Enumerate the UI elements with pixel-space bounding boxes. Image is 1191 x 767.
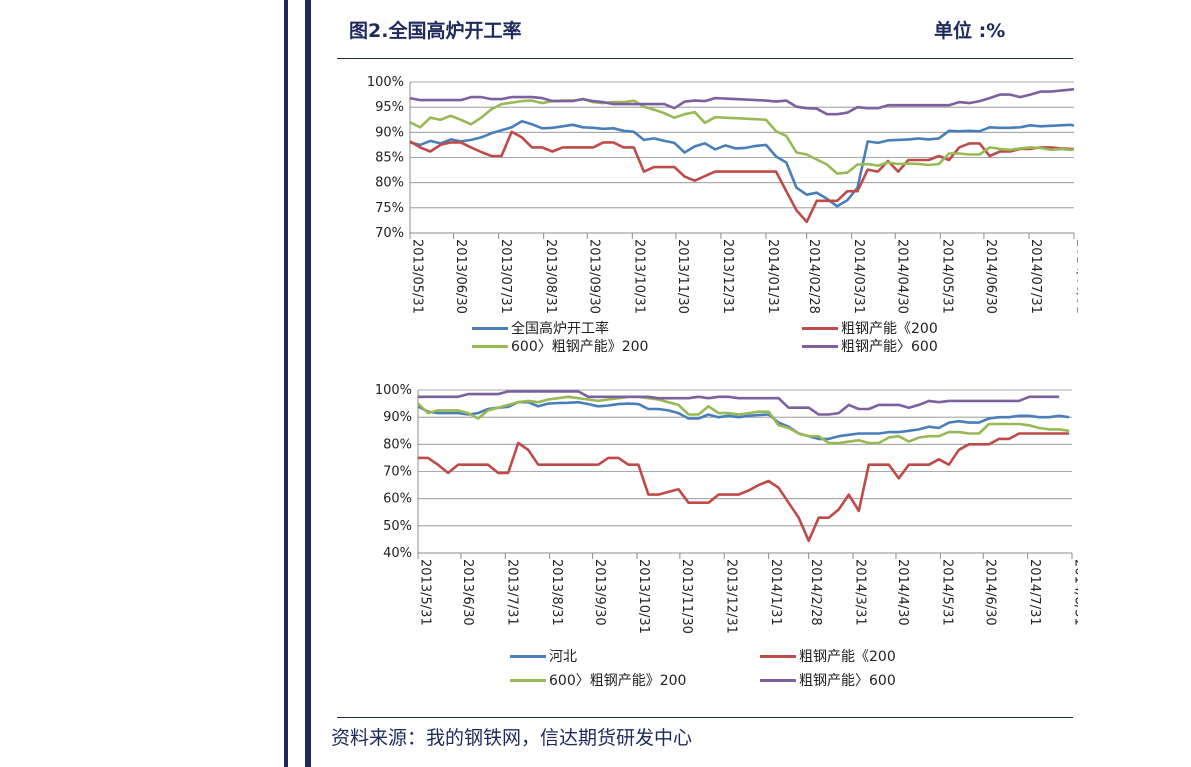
x-tick-label: 2013/12/31 [723,559,738,634]
x-tick-label: 2013/06/30 [453,239,468,314]
series-line-3 [418,397,1069,443]
chart-2-legend: 河北 粗钢产能《200 600〉粗钢产能》200 粗钢产能〉600 [348,642,1078,694]
legend-swatch [760,679,796,682]
unit-label: 单位 :% [934,16,1005,43]
x-tick-label: 2013/9/30 [592,559,607,626]
left-frame-bar-thin [284,0,288,767]
x-tick-label: 2014/02/28 [806,239,821,314]
y-tick-label: 95% [375,100,404,115]
legend-label: 粗钢产能《200 [799,646,896,666]
series-line-2 [418,434,1069,541]
legend-label: 600〉粗钢产能》200 [511,336,648,356]
y-tick-label: 100% [375,383,412,398]
title-divider [337,58,1073,59]
x-tick-label: 2013/10/31 [636,559,651,634]
x-tick-label: 2013/6/30 [460,559,475,626]
legend-swatch [760,655,796,658]
y-tick-label: 75% [375,201,404,216]
legend-item: 粗钢产能《200 [760,646,896,666]
x-tick-label: 2014/8/31 [1071,559,1078,626]
y-tick-label: 40% [383,546,412,561]
legend-item: 粗钢产能《200 [802,318,938,338]
x-tick-label: 2014/03/31 [851,239,866,314]
legend-item: 河北 [510,646,577,666]
x-tick-label: 2014/07/31 [1028,239,1043,314]
legend-swatch [802,327,838,330]
y-tick-label: 80% [383,437,412,452]
legend-swatch [472,327,508,330]
x-tick-label: 2014/3/31 [852,559,867,626]
legend-swatch [472,345,508,348]
y-tick-label: 60% [383,492,412,507]
legend-item: 粗钢产能〉600 [760,670,896,690]
legend-label: 全国高炉开工率 [511,318,609,338]
legend-item: 粗钢产能〉600 [802,336,938,356]
chart-1-svg: 70% 75% 80% 85% 90% 95% 100% 2013/05/31 2013/06/… [348,66,1078,316]
legend-label: 600〉粗钢产能》200 [549,670,686,690]
x-tick-label: 2013/7/31 [505,559,520,626]
x-tick-label: 2013/12/31 [720,239,735,314]
legend-label: 粗钢产能〉600 [799,670,896,690]
legend-item: 全国高炉开工率 [472,318,609,338]
legend-label: 粗钢产能〉600 [841,336,938,356]
footer-divider [337,717,1073,718]
y-tick-label: 50% [383,519,412,534]
legend-label: 河北 [549,646,577,666]
legend-item: 600〉粗钢产能》200 [472,336,648,356]
legend-item: 600〉粗钢产能》200 [510,670,686,690]
x-tick-label: 2014/7/31 [1027,559,1042,626]
x-tick-label: 2014/08/31 [1073,239,1078,314]
x-tick-label: 2014/05/31 [940,239,955,314]
x-tick-label: 2013/05/31 [409,239,424,314]
figure-title: 图2.全国高炉开工率 [349,16,521,43]
x-tick-label: 2013/5/31 [417,559,432,626]
chart-hebei-blast-furnace: 40% 50% 60% 70% 80% 90% 100% 2013/5/31 2013/6/30… [348,372,1078,694]
x-tick-label: 2014/1/31 [768,559,783,626]
left-frame-bar-thick [305,0,311,767]
legend-swatch [510,655,546,658]
x-tick-label: 2013/11/30 [675,239,690,314]
x-tick-label: 2014/6/30 [983,559,998,626]
legend-label: 粗钢产能《200 [841,318,938,338]
x-tick-label: 2014/4/30 [895,559,910,626]
x-tick-label: 2013/8/31 [549,559,564,626]
x-tick-label: 2014/2/28 [808,559,823,626]
x-tick-label: 2013/09/30 [587,239,602,314]
x-tick-label: 2014/01/31 [765,239,780,314]
x-tick-label: 2014/04/30 [895,239,910,314]
y-tick-label: 70% [383,465,412,480]
x-tick-label: 2013/11/30 [679,559,694,634]
chart-1-legend: 全国高炉开工率 粗钢产能《200 600〉粗钢产能》200 粗钢产能〉600 [348,316,1078,362]
y-tick-label: 80% [375,176,404,191]
y-tick-label: 90% [375,125,404,140]
x-tick-label: 2014/06/30 [983,239,998,314]
x-tick-label: 2014/5/31 [940,559,955,626]
y-tick-label: 100% [367,75,404,90]
legend-swatch [802,345,838,348]
series-line-2 [410,132,1074,222]
data-source: 资料来源：我的钢铁网，信达期货研发中心 [331,723,692,750]
x-tick-label: 2013/07/31 [498,239,513,314]
y-tick-label: 70% [375,226,404,241]
legend-swatch [510,679,546,682]
chart-2-svg: 40% 50% 60% 70% 80% 90% 100% 2013/5/31 2013/6/30… [348,372,1078,642]
x-tick-label: 2013/10/31 [632,239,647,314]
x-tick-label: 2013/08/31 [543,239,558,314]
y-tick-label: 85% [375,151,404,166]
chart-national-blast-furnace: 70% 75% 80% 85% 90% 95% 100% 2013/05/31 2013/06/… [348,66,1078,362]
y-tick-label: 90% [383,410,412,425]
